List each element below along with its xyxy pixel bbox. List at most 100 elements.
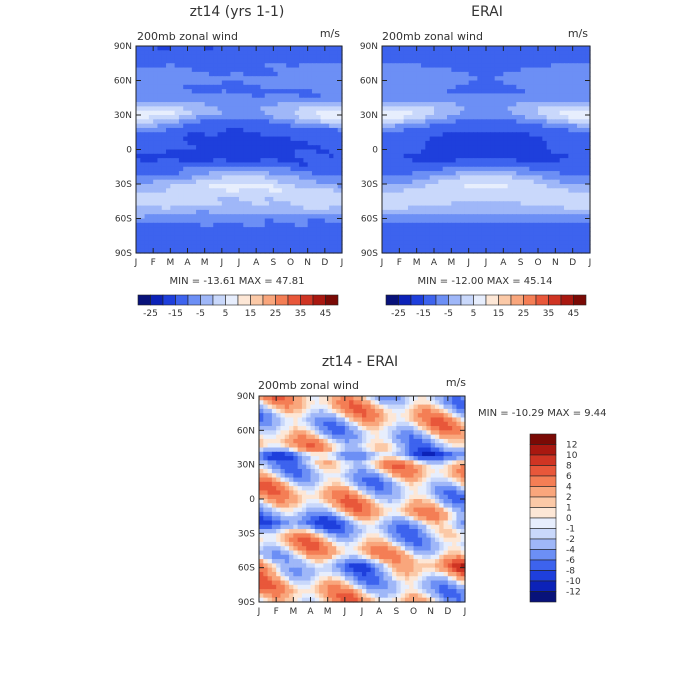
contour-cell xyxy=(512,67,517,73)
contour-cell xyxy=(260,248,266,254)
contour-cell xyxy=(585,127,591,133)
contour-cell xyxy=(481,50,487,56)
contour-cell xyxy=(490,153,496,159)
y-tick-label: 30S xyxy=(361,180,378,190)
contour-cell xyxy=(213,54,219,60)
contour-cell xyxy=(299,196,304,202)
contour-cell xyxy=(311,67,317,73)
contour-cell xyxy=(256,119,262,125)
contour-cell xyxy=(455,84,461,90)
contour-cell xyxy=(529,153,535,159)
contour-cell xyxy=(264,231,270,237)
contour-cell xyxy=(408,222,413,228)
contour-cell xyxy=(273,162,279,168)
contour-cell xyxy=(581,244,587,250)
contour-cell xyxy=(568,80,574,86)
contour-cell xyxy=(551,158,556,164)
contour-cell xyxy=(451,123,457,129)
contour-cell xyxy=(191,89,197,95)
contour-cell xyxy=(196,235,201,241)
x-tick-label: N xyxy=(552,258,559,268)
contour-cell xyxy=(412,205,418,211)
contour-cell xyxy=(191,214,197,220)
contour-cell xyxy=(564,50,569,56)
contour-cell xyxy=(136,76,141,82)
contour-cell xyxy=(421,214,426,220)
contour-cell xyxy=(525,145,530,151)
contour-cell xyxy=(247,97,253,103)
contour-cell xyxy=(486,162,491,168)
contour-cell xyxy=(153,192,159,198)
contour-cell xyxy=(434,244,439,250)
contour-cell xyxy=(226,84,232,90)
contour-cell xyxy=(281,71,287,77)
contour-cell xyxy=(520,205,526,211)
contour-cell xyxy=(273,175,279,181)
contour-cell xyxy=(140,127,146,133)
contour-cell xyxy=(494,171,500,176)
contour-cell xyxy=(546,153,552,159)
contour-cell xyxy=(455,67,461,73)
contour-cell xyxy=(230,127,236,133)
contour-cell xyxy=(290,76,296,82)
contour-cell xyxy=(170,123,176,129)
contour-cell xyxy=(200,50,206,56)
contour-cell xyxy=(221,188,227,194)
contour-cell xyxy=(140,46,146,51)
contour-cell xyxy=(451,140,457,146)
contour-cell xyxy=(320,244,326,250)
contour-cell xyxy=(303,214,309,220)
contour-cell xyxy=(546,97,552,103)
contour-cell xyxy=(259,404,264,410)
contour-cell xyxy=(564,97,569,103)
contour-cell xyxy=(395,123,400,129)
contour-cell xyxy=(447,162,452,168)
contour-cell xyxy=(307,89,313,95)
contour-cell xyxy=(217,136,223,142)
contour-cell xyxy=(499,188,504,194)
contour-cell xyxy=(399,175,405,181)
contour-cell xyxy=(490,218,496,224)
contour-cell xyxy=(473,115,478,120)
contour-cell xyxy=(525,63,530,69)
contour-cell xyxy=(473,67,478,73)
contour-cell xyxy=(213,71,219,77)
contour-cell xyxy=(273,54,279,60)
contour-cell xyxy=(546,179,552,185)
contour-cell xyxy=(429,205,435,211)
contour-cell xyxy=(499,97,504,103)
contour-cell xyxy=(324,123,330,129)
contour-cell xyxy=(221,140,227,146)
contour-cell xyxy=(464,54,470,60)
contour-cell xyxy=(157,58,163,64)
contour-cell xyxy=(542,127,548,133)
contour-cell xyxy=(213,162,219,168)
contour-cell xyxy=(386,46,392,51)
contour-cell xyxy=(256,46,262,51)
contour-cell xyxy=(512,218,517,224)
contour-cell xyxy=(503,119,509,125)
contour-cell xyxy=(477,127,483,133)
contour-cell xyxy=(200,188,206,194)
contour-cell xyxy=(153,209,159,215)
contour-cell xyxy=(166,240,171,245)
contour-cell xyxy=(585,97,591,103)
contour-cell xyxy=(399,179,405,185)
contour-cell xyxy=(191,179,197,185)
contour-cell xyxy=(170,158,176,164)
contour-cell xyxy=(442,102,448,107)
contour-cell xyxy=(525,67,530,73)
contour-cell xyxy=(533,106,539,112)
contour-cell xyxy=(148,80,154,86)
contour-cell xyxy=(572,106,578,112)
contour-cell xyxy=(529,127,535,133)
contour-cell xyxy=(438,84,444,90)
contour-cell xyxy=(260,184,266,189)
contour-cell xyxy=(577,192,582,198)
contour-cell xyxy=(412,110,418,116)
contour-cell xyxy=(299,162,304,168)
contour-cell xyxy=(416,244,422,250)
contour-cell xyxy=(412,244,418,250)
contour-cell xyxy=(191,50,197,56)
contour-cell xyxy=(239,222,244,228)
